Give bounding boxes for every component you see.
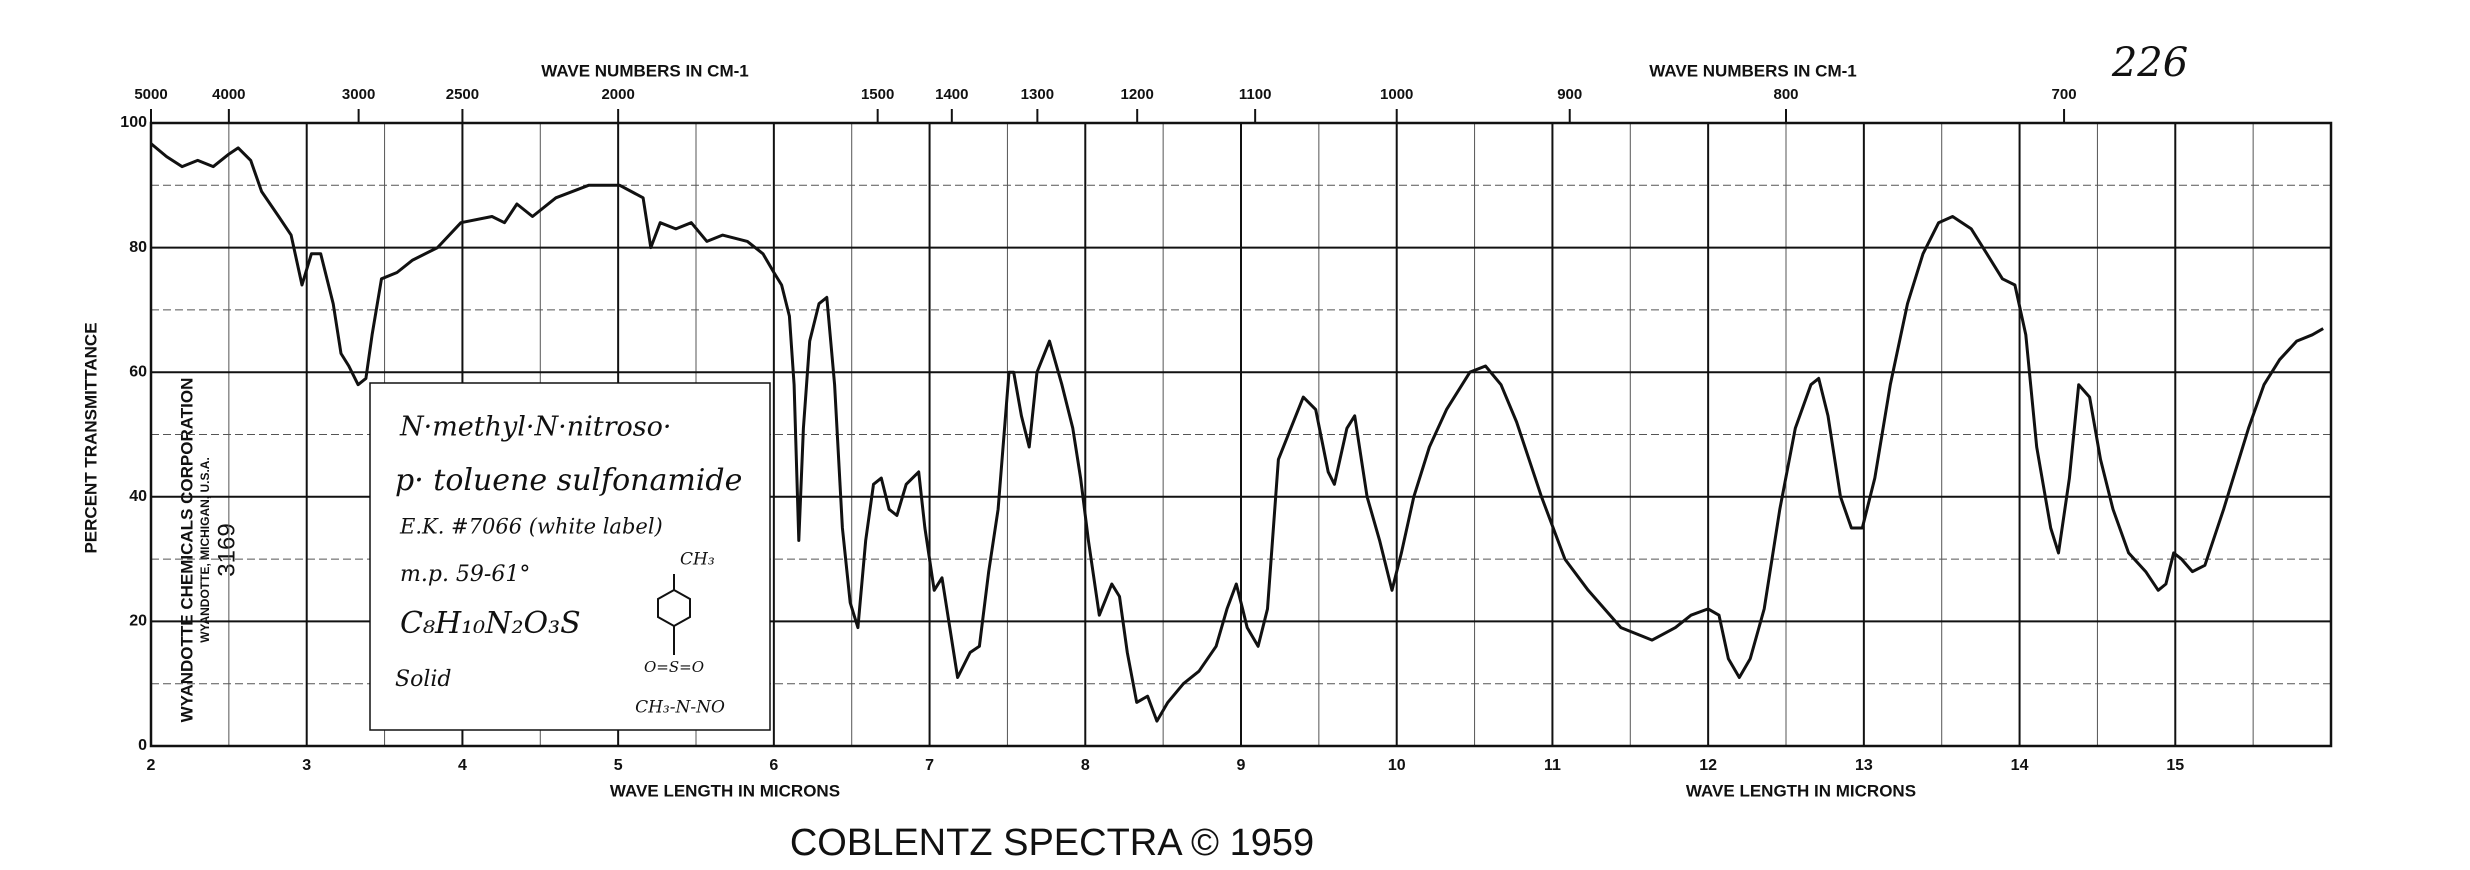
annotation-line: C₈H₁₀N₂O₃S xyxy=(400,606,581,641)
y-tick-label: 100 xyxy=(120,114,147,131)
annotation-frame xyxy=(369,382,771,731)
x-tick-label: 11 xyxy=(1544,757,1561,774)
publisher: WYANDOTTE CHEMICALS CORPORATION xyxy=(177,378,196,723)
x-axis-label: WAVE LENGTH IN MICRONS xyxy=(610,781,840,800)
annotation-line: p· toluene sulfonamide xyxy=(395,463,742,498)
x2-tick-label: 800 xyxy=(1773,86,1798,103)
top-axis-label: WAVE NUMBERS IN CM-1 xyxy=(1649,61,1856,80)
y-tick-label: 0 xyxy=(138,737,147,754)
x-axis-label: WAVE LENGTH IN MICRONS xyxy=(1686,781,1916,800)
x-tick-label: 10 xyxy=(1388,757,1406,774)
structure-text: CH₃ xyxy=(680,550,715,570)
plot-frame xyxy=(149,121,2333,748)
x-tick-label: 12 xyxy=(1699,757,1717,774)
spectrum-line xyxy=(150,142,2324,723)
x-tick-label: 7 xyxy=(925,757,934,774)
y-tick-label: 20 xyxy=(129,613,147,630)
x2-tick-label: 5000 xyxy=(134,86,167,103)
annotation-box: N·methyl·N·nitroso· p· toluene sulfonami… xyxy=(369,382,771,731)
x2-tick-label: 1100 xyxy=(1239,86,1272,103)
x-tick-label: 8 xyxy=(1081,757,1090,774)
x2-tick-label: 1000 xyxy=(1380,86,1413,103)
plot: 2 3 4 5 6 7 8 9 10 11 12 13 14 15 0 20 40 60 80 100 5000 4000… xyxy=(120,86,2333,774)
x-tick-label: 4 xyxy=(458,757,467,774)
x2-tick-label: 900 xyxy=(1557,86,1582,103)
x2-tick-label: 1300 xyxy=(1021,86,1054,103)
x-tick-label: 15 xyxy=(2166,757,2184,774)
y-tick-label: 40 xyxy=(129,488,147,505)
top-axis-label: WAVE NUMBERS IN CM-1 xyxy=(541,61,748,80)
annotation-line: E.K. #7066 (white label) xyxy=(399,515,663,539)
publisher-city: WYANDOTTE, MICHIGAN, U.S.A. xyxy=(198,457,212,643)
x2-tick-label: 1400 xyxy=(935,86,968,103)
page-number: 226 xyxy=(2111,40,2188,86)
structure-text: O=S=O xyxy=(644,658,704,676)
x2-tick-label: 2500 xyxy=(446,86,479,103)
footer: COBLENTZ SPECTRA © 1959 xyxy=(790,822,1314,864)
x2-tick-label: 700 xyxy=(2052,86,2077,103)
x-tick-label: 5 xyxy=(614,757,623,774)
x2-tick-label: 4000 xyxy=(212,86,245,103)
x2-tick-label: 2000 xyxy=(601,86,634,103)
x-tick-label: 3 xyxy=(302,757,311,774)
annotation-line: Solid xyxy=(395,667,451,692)
y-tick-label: 80 xyxy=(129,239,147,256)
structure-text: CH₃-N-NO xyxy=(635,698,725,718)
x2-tick-label: 3000 xyxy=(342,86,375,103)
annotation-line: m.p. 59-61° xyxy=(400,562,530,587)
x-tick-label: 13 xyxy=(1855,757,1873,774)
x2-tick-label: 1500 xyxy=(861,86,894,103)
x-tick-label: 14 xyxy=(2011,757,2029,774)
x-tick-label: 6 xyxy=(769,757,778,774)
annotation-line: N·methyl·N·nitroso· xyxy=(399,412,671,443)
x-tick-label: 9 xyxy=(1237,757,1246,774)
catalog-number: 3169 xyxy=(213,523,240,576)
y-axis-label: PERCENT TRANSMITTANCE xyxy=(81,322,100,553)
y-tick-label: 60 xyxy=(129,363,147,380)
x-tick-label: 2 xyxy=(147,757,156,774)
x2-tick-label: 1200 xyxy=(1121,86,1154,103)
